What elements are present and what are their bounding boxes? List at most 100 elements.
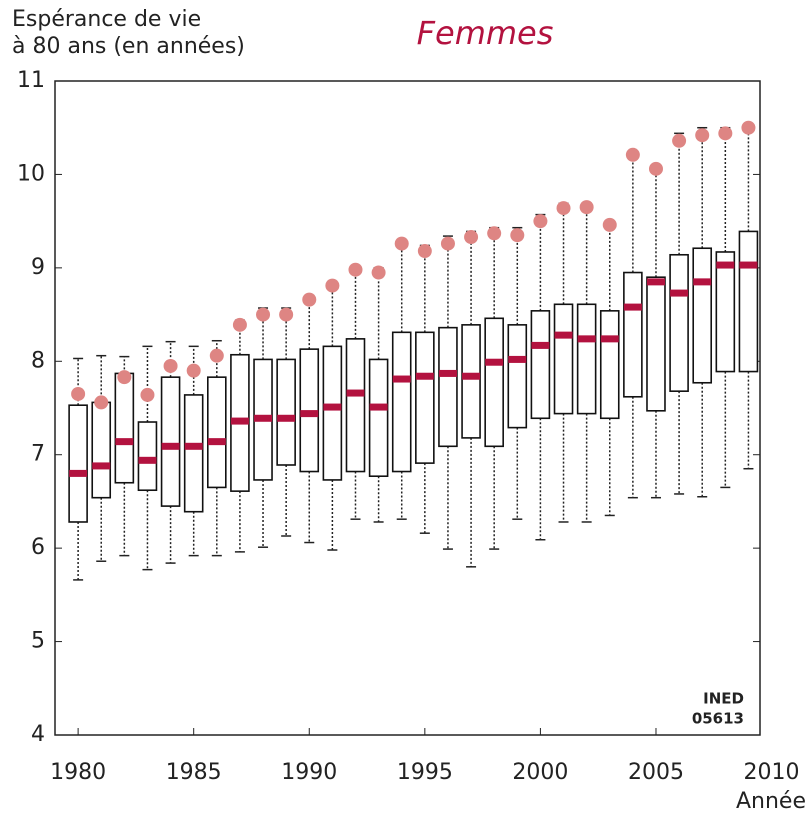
x-axis-label: Année	[736, 789, 806, 814]
box	[623, 271, 643, 398]
box	[183, 394, 204, 513]
point	[186, 363, 201, 378]
point	[487, 226, 502, 241]
y-axis-label: Espérance de vie	[12, 7, 201, 32]
point	[672, 133, 687, 148]
y-tick-label: 9	[31, 255, 45, 280]
box	[738, 230, 759, 373]
median	[138, 456, 157, 464]
x-tick-label: 1990	[281, 760, 337, 785]
median	[531, 341, 550, 349]
box	[91, 401, 112, 499]
median	[646, 278, 665, 286]
point	[209, 348, 224, 363]
median	[739, 261, 758, 269]
point	[510, 228, 525, 243]
box	[207, 376, 227, 489]
median	[670, 289, 689, 297]
median	[230, 417, 249, 425]
point	[440, 236, 455, 251]
median	[277, 414, 296, 422]
box	[692, 247, 713, 384]
point	[256, 307, 271, 322]
point	[163, 358, 178, 373]
box	[715, 251, 736, 373]
median	[184, 442, 203, 450]
median	[577, 335, 596, 343]
y-tick-label: 6	[31, 535, 45, 560]
box	[438, 326, 458, 448]
median	[508, 355, 527, 363]
source: INED	[703, 690, 744, 708]
y-tick-label: 4	[31, 722, 45, 747]
x-tick-label: 2005	[628, 760, 684, 785]
y-axis-label: à 80 ans (en années)	[12, 34, 245, 59]
box	[345, 338, 366, 473]
point	[464, 230, 479, 245]
point	[695, 128, 710, 143]
y-tick-label: 8	[31, 348, 45, 373]
median	[600, 335, 619, 343]
point	[741, 120, 756, 135]
median	[69, 469, 88, 477]
x-tick-label: 2010	[744, 760, 800, 785]
median	[623, 303, 642, 311]
point	[279, 307, 294, 322]
median	[254, 414, 273, 422]
point	[533, 214, 548, 229]
point	[625, 147, 640, 162]
point	[140, 387, 155, 402]
box	[137, 421, 158, 492]
box	[322, 345, 343, 481]
box	[114, 372, 135, 484]
box	[461, 324, 481, 439]
box	[507, 324, 528, 429]
box	[160, 376, 181, 507]
box	[368, 358, 389, 478]
median	[392, 375, 411, 383]
point	[117, 370, 132, 385]
box	[415, 331, 435, 464]
y-tick-label: 5	[31, 629, 45, 654]
median	[369, 403, 388, 411]
box	[553, 303, 574, 415]
point	[348, 262, 363, 277]
point	[556, 201, 571, 216]
median	[92, 462, 111, 470]
median	[161, 442, 180, 450]
point	[71, 386, 86, 401]
median	[438, 369, 457, 377]
box	[484, 317, 504, 448]
x-tick-label: 1995	[397, 760, 453, 785]
x-tick-label: 1980	[50, 760, 106, 785]
median	[323, 403, 342, 411]
box	[599, 310, 620, 420]
point	[94, 395, 109, 410]
median	[485, 358, 504, 366]
point	[325, 278, 340, 293]
y-tick-label: 10	[17, 161, 45, 186]
point	[371, 265, 386, 280]
point	[394, 236, 409, 251]
y-tick-label: 7	[31, 442, 45, 467]
median	[693, 278, 712, 286]
point	[602, 217, 617, 232]
chart-title: Femmes	[417, 14, 554, 52]
median	[300, 410, 319, 418]
point	[232, 317, 247, 332]
box	[576, 303, 597, 415]
source: 05613	[692, 710, 744, 728]
median	[346, 389, 365, 397]
median	[207, 438, 226, 446]
box	[276, 358, 296, 466]
box	[68, 404, 88, 523]
plot-frame	[54, 80, 761, 736]
box	[669, 253, 689, 392]
median	[716, 261, 735, 269]
x-tick-label: 2000	[512, 760, 568, 785]
box	[391, 331, 412, 473]
point	[648, 161, 663, 176]
box	[530, 310, 551, 420]
point	[579, 200, 594, 215]
